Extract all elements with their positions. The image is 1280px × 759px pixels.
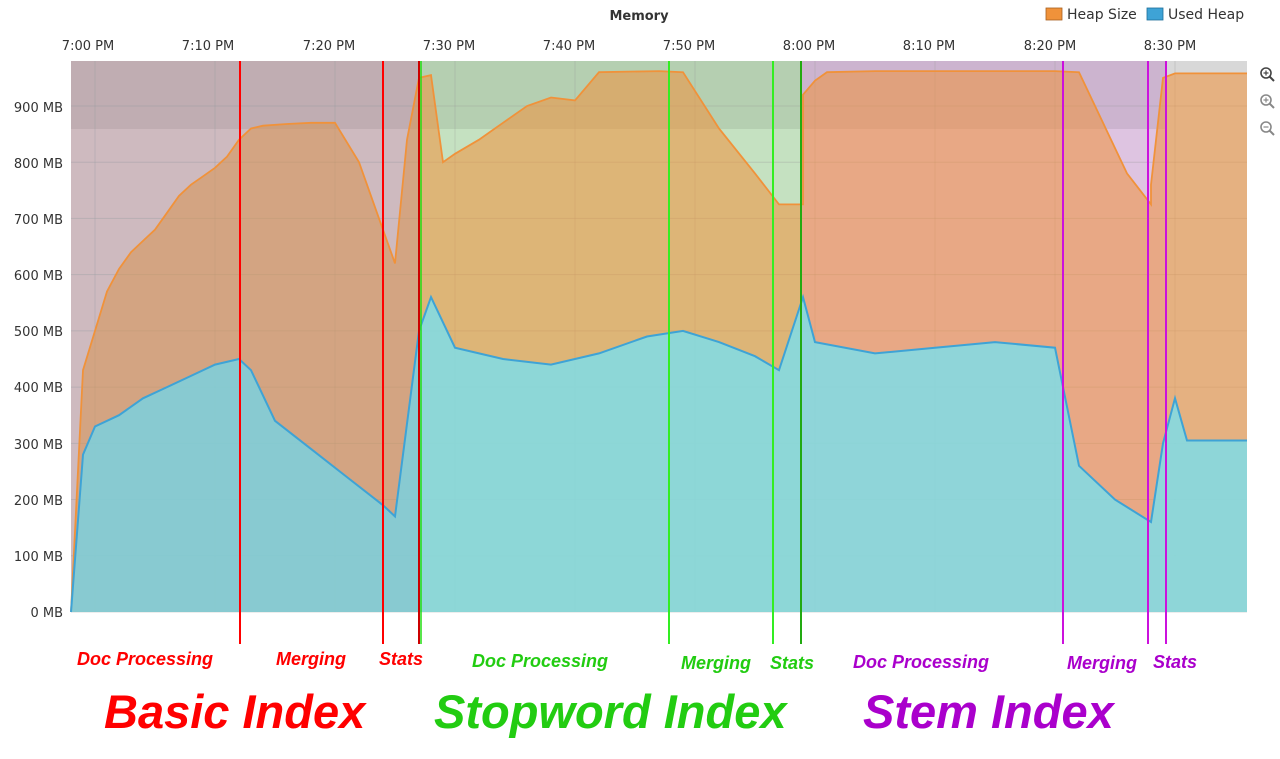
heap-size-line <box>70 70 1247 613</box>
legend: Heap Size Used Heap <box>1045 7 1244 23</box>
y-tick-label: 500 MB <box>14 325 63 340</box>
used-tint-basic <box>71 61 419 612</box>
phase-label-doc-processing-basic: Doc Processing <box>77 649 213 669</box>
y-tick-label: 600 MB <box>14 269 63 284</box>
x-tick-label: 8:20 PM <box>1024 39 1076 54</box>
plot-area <box>70 61 1247 613</box>
phase-label-merging-basic: Merging <box>276 649 346 669</box>
zoom-out-icon[interactable] <box>1260 121 1275 136</box>
section-label-stem-index: Stem Index <box>863 685 1116 738</box>
used-heap-area <box>71 297 1247 612</box>
phase-separators <box>239 61 1167 644</box>
x-tick-label: 7:20 PM <box>303 39 355 54</box>
phase-label-stats-basic: Stats <box>379 649 423 669</box>
x-tick-label: 8:10 PM <box>903 39 955 54</box>
legend-swatch-heap-size <box>1045 7 1063 21</box>
zoom-in-icon[interactable] <box>1260 94 1275 109</box>
x-tick-label: 7:00 PM <box>62 39 114 54</box>
legend-swatch-used-heap <box>1146 7 1164 21</box>
phase-label-merging-stem: Merging <box>1067 653 1137 673</box>
x-tick-label: 7:50 PM <box>663 39 715 54</box>
y-tick-label: 400 MB <box>14 381 63 396</box>
phase-label-doc-processing-stem: Doc Processing <box>853 652 989 672</box>
phase-label-stats-stem: Stats <box>1153 652 1197 672</box>
section-label-basic-index: Basic Index <box>104 685 367 738</box>
phase-labels: Doc Processing Merging Stats Doc Process… <box>77 649 1197 673</box>
zoom-toolbar[interactable] <box>1260 67 1275 136</box>
x-tick-label: 8:00 PM <box>783 39 835 54</box>
used-area-tints <box>71 61 419 612</box>
section-label-stopword-index: Stopword Index <box>434 685 788 738</box>
y-tick-label: 200 MB <box>14 494 63 509</box>
phase-label-doc-processing-stopword: Doc Processing <box>472 651 608 671</box>
x-tick-label: 7:40 PM <box>543 39 595 54</box>
section-labels: Basic Index Stopword Index Stem Index <box>104 685 1116 738</box>
y-tick-label: 100 MB <box>14 550 63 565</box>
y-tick-label: 800 MB <box>14 157 63 172</box>
zoom-in-icon[interactable] <box>1260 67 1275 82</box>
y-axis: 0 MB 100 MB 200 MB 300 MB 400 MB 500 MB … <box>14 101 63 621</box>
phase-label-stats-stopword: Stats <box>770 653 814 673</box>
x-tick-label: 7:10 PM <box>182 39 234 54</box>
phase-label-merging-stopword: Merging <box>681 653 751 673</box>
chart-title: Memory <box>609 9 669 24</box>
legend-label-used-heap: Used Heap <box>1168 7 1244 23</box>
legend-label-heap-size: Heap Size <box>1067 7 1137 23</box>
x-tick-label: 7:30 PM <box>423 39 475 54</box>
y-tick-label: 0 MB <box>30 606 63 621</box>
y-tick-label: 300 MB <box>14 438 63 453</box>
x-axis: 7:00 PM 7:10 PM 7:20 PM 7:30 PM 7:40 PM … <box>62 39 1196 54</box>
y-tick-label: 700 MB <box>14 213 63 228</box>
y-tick-label: 900 MB <box>14 101 63 116</box>
x-tick-label: 8:30 PM <box>1144 39 1196 54</box>
used-heap-line <box>70 293 1247 613</box>
